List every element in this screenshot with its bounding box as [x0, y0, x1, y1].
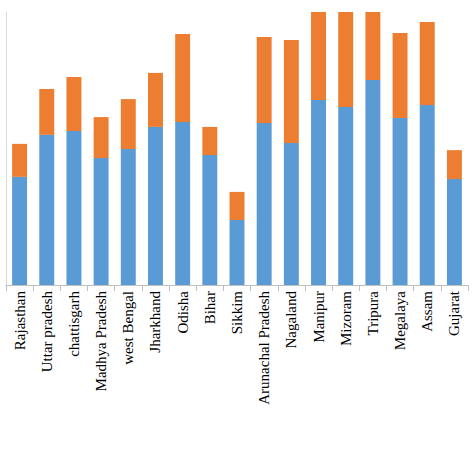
svg-text:Nagaland: Nagaland	[283, 291, 299, 349]
svg-text:Tripura: Tripura	[365, 291, 381, 336]
svg-text:Odisha: Odisha	[175, 291, 191, 334]
svg-text:Assam: Assam	[419, 291, 435, 332]
svg-text:Madhya Pradesh: Madhya Pradesh	[93, 291, 109, 392]
svg-text:Rajasthan: Rajasthan	[12, 291, 28, 351]
svg-text:Arunachal Pradesh: Arunachal Pradesh	[256, 291, 272, 405]
svg-text:Jharkhand: Jharkhand	[147, 291, 163, 353]
svg-text:Sikkim: Sikkim	[229, 291, 245, 335]
svg-text:Mizoram: Mizoram	[338, 291, 354, 346]
svg-text:chattisgarh: chattisgarh	[66, 291, 82, 357]
svg-text:Manipur: Manipur	[311, 291, 327, 343]
svg-text:Gujarat: Gujarat	[446, 290, 462, 336]
svg-text:Megalaya: Megalaya	[392, 291, 408, 350]
svg-text:west Bengal: west Bengal	[120, 291, 136, 365]
svg-text:Bihar: Bihar	[202, 291, 218, 324]
svg-text:Uttar pradesh: Uttar pradesh	[39, 291, 55, 373]
